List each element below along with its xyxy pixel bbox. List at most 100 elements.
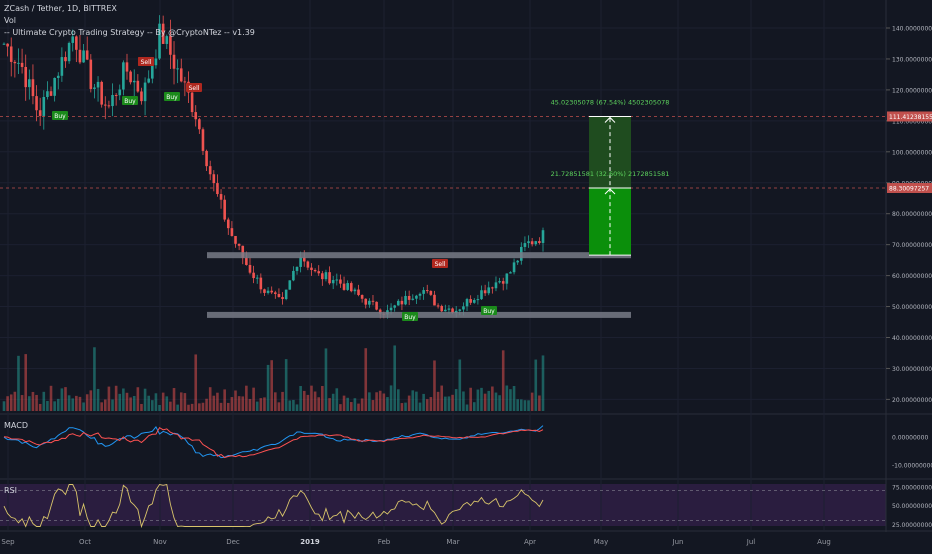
signal-text-buy: Buy bbox=[54, 113, 66, 120]
volume-bar bbox=[404, 402, 407, 411]
time-tick-mar[interactable]: Mar bbox=[446, 538, 459, 546]
signal-badge-sell bbox=[138, 57, 154, 66]
rsi-tick-label: 25.00000000 bbox=[892, 522, 932, 529]
volume-bar bbox=[469, 387, 472, 411]
time-tick-feb[interactable]: Feb bbox=[378, 538, 391, 546]
volume-bar bbox=[56, 398, 60, 411]
candle-body bbox=[6, 43, 9, 47]
rsi-pane-label[interactable]: RSI bbox=[4, 486, 17, 495]
volume-bar bbox=[96, 388, 100, 411]
volume-bar bbox=[266, 364, 270, 411]
symbol-title[interactable]: ZCash / Tether, 1D, BITTREX bbox=[4, 4, 117, 13]
time-tick-jul[interactable]: Jul bbox=[746, 538, 756, 546]
volume-bar bbox=[28, 396, 31, 411]
volume-bar bbox=[93, 347, 96, 411]
volume-bar bbox=[447, 396, 451, 411]
volume-bar bbox=[114, 385, 118, 411]
macd-pane-label[interactable]: MACD bbox=[4, 421, 28, 430]
rsi-line bbox=[3, 483, 544, 529]
volume-bar bbox=[64, 387, 67, 411]
volume-bar bbox=[302, 390, 306, 411]
support-band-2 bbox=[207, 311, 631, 318]
candle-body bbox=[335, 279, 339, 281]
candle-body bbox=[17, 62, 20, 64]
candle-body bbox=[288, 280, 292, 290]
volume-bar bbox=[9, 394, 13, 411]
volume-bar bbox=[299, 386, 302, 411]
stop-label: 21.72851581 (32.60%) 2172851581 bbox=[551, 170, 670, 178]
volume-bar bbox=[183, 393, 187, 411]
volume-bar bbox=[483, 393, 487, 411]
candle-body bbox=[46, 91, 49, 98]
volume-bar bbox=[248, 398, 252, 411]
price-tick-label: 50.00000000 bbox=[892, 304, 932, 311]
candle-body bbox=[100, 81, 103, 105]
volume-bar bbox=[440, 385, 444, 411]
time-tick-nov[interactable]: Nov bbox=[153, 538, 167, 546]
time-tick-apr[interactable]: Apr bbox=[524, 538, 536, 546]
volume-bar bbox=[509, 389, 512, 411]
volume-legend[interactable]: Vol bbox=[4, 16, 16, 25]
volume-bar bbox=[436, 391, 440, 411]
volume-bar bbox=[129, 397, 132, 411]
candle-body bbox=[64, 57, 67, 62]
volume-bar bbox=[169, 401, 172, 411]
candle-body bbox=[60, 57, 64, 76]
price-tick-label: 60.00000000 bbox=[892, 273, 932, 280]
candle-body bbox=[476, 299, 480, 301]
candle-body bbox=[248, 264, 252, 273]
candle-body bbox=[169, 36, 172, 55]
candle-body bbox=[31, 79, 35, 97]
volume-bar bbox=[306, 394, 310, 411]
volume-bar bbox=[527, 400, 530, 411]
volume-bar bbox=[205, 398, 208, 411]
signal-text-buy: Buy bbox=[124, 98, 136, 105]
volume-bar bbox=[425, 399, 429, 411]
candle-body bbox=[78, 49, 82, 63]
time-tick-dec[interactable]: Dec bbox=[226, 538, 240, 546]
candle-body bbox=[140, 91, 143, 102]
volume-bar bbox=[241, 396, 245, 411]
volume-bar bbox=[89, 390, 93, 411]
volume-bar bbox=[219, 402, 223, 411]
candle-body bbox=[472, 299, 476, 303]
candle-body bbox=[364, 298, 368, 305]
candle-body bbox=[129, 71, 132, 83]
volume-bar bbox=[187, 404, 190, 411]
candle-body bbox=[255, 277, 259, 279]
candle-body bbox=[212, 174, 216, 184]
strategy-legend[interactable]: -- Ultimate Crypto Trading Strategy -- B… bbox=[4, 28, 255, 37]
rsi-tick-label: 50.00000000 bbox=[892, 503, 932, 510]
time-tick-aug[interactable]: Aug bbox=[817, 538, 831, 546]
signal-text-sell: Sell bbox=[189, 85, 200, 92]
candle-body bbox=[483, 290, 487, 294]
candle-body bbox=[53, 77, 56, 96]
time-tick-may[interactable]: May bbox=[594, 538, 608, 546]
time-tick-2019[interactable]: 2019 bbox=[300, 538, 320, 546]
time-tick-jun[interactable]: Jun bbox=[672, 538, 684, 546]
time-tick-oct[interactable]: Oct bbox=[79, 538, 91, 546]
candles bbox=[2, 15, 545, 411]
volume-bar bbox=[151, 400, 154, 411]
candle-body bbox=[346, 283, 349, 290]
volume-bar bbox=[331, 393, 335, 411]
volume-bar bbox=[494, 392, 498, 411]
volume-bar bbox=[179, 392, 183, 411]
candle-body bbox=[165, 36, 169, 44]
signal-badge-sell bbox=[186, 83, 202, 92]
candle-body bbox=[28, 79, 31, 88]
candle-body bbox=[415, 295, 418, 299]
volume-bar bbox=[230, 397, 234, 411]
volume-bar bbox=[444, 396, 447, 411]
candle-body bbox=[425, 290, 429, 292]
volume-bar bbox=[136, 387, 140, 411]
time-tick-sep[interactable]: Sep bbox=[1, 538, 15, 546]
volume-bar bbox=[75, 395, 78, 411]
candle-body bbox=[71, 36, 75, 43]
volume-bar bbox=[328, 398, 331, 411]
candle-body bbox=[295, 266, 299, 271]
candle-body bbox=[49, 91, 53, 96]
candle-body bbox=[378, 309, 382, 314]
